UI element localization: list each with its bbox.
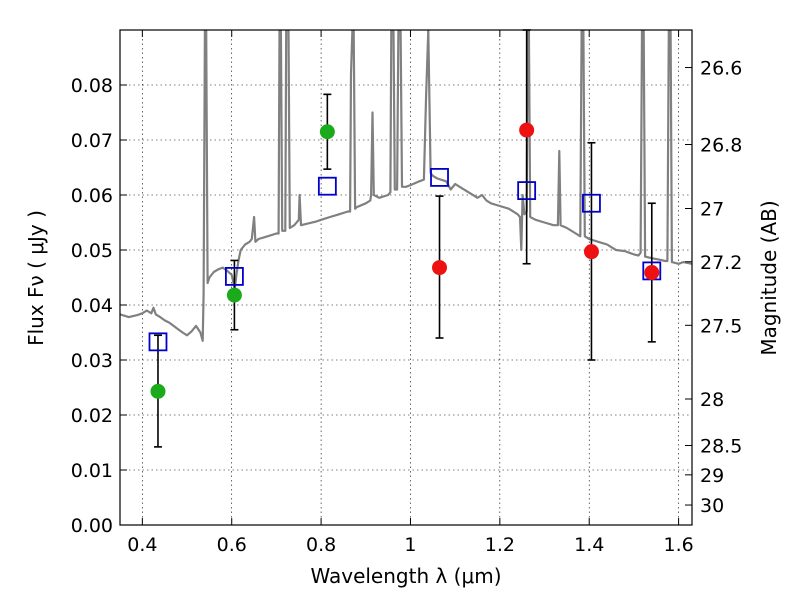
template-spectrum — [120, 30, 692, 342]
data-point — [432, 260, 448, 276]
y-tick-label: 0.07 — [71, 130, 113, 152]
y2-axis: 26.6 26.8 27 27.2 27.5 28 28.5 29 30 — [685, 58, 742, 517]
y2-tick-label: 28.5 — [700, 436, 742, 458]
y2-tick-label: 26.8 — [700, 134, 742, 156]
data-point — [644, 265, 660, 281]
x-axis-title: Wavelength λ (μm) — [310, 564, 501, 588]
template-line — [120, 30, 692, 342]
data-point — [319, 124, 335, 140]
y2-tick-label: 30 — [700, 495, 724, 517]
data-markers — [148, 122, 662, 399]
y2-tick-label: 27 — [700, 199, 724, 221]
y2-tick-label: 29 — [700, 465, 724, 487]
model-point — [224, 266, 244, 286]
y-tick-label: 0.04 — [71, 295, 113, 317]
data-point — [583, 244, 599, 260]
model-point — [582, 193, 601, 213]
y2-tick-label: 26.6 — [700, 58, 742, 80]
x-tick-label: 0.6 — [217, 534, 247, 556]
y-axis: 0.00 0.01 0.02 0.03 0.04 0.05 0.06 0.07 0.08 — [71, 75, 127, 537]
plot-frame — [119, 29, 693, 526]
y-tick-label: 0.00 — [71, 515, 113, 537]
y2-tick-label: 28 — [700, 389, 724, 411]
y-tick-label: 0.02 — [71, 405, 113, 427]
data-point — [150, 383, 166, 399]
model-point — [317, 176, 337, 196]
model-point — [148, 332, 168, 352]
x-axis: 0.4 0.6 0.8 1 1.2 1.4 1.6 — [127, 30, 694, 556]
model-point — [430, 167, 449, 187]
y2-tick-label: 27.2 — [700, 252, 742, 274]
x-tick-label: 1.6 — [663, 534, 693, 556]
y2-axis-title: Magnitude (AB) — [757, 200, 781, 355]
x-tick-label: 1.2 — [485, 534, 515, 556]
y-tick-label: 0.03 — [71, 350, 113, 372]
y-tick-label: 0.08 — [71, 75, 113, 97]
grid — [120, 30, 692, 526]
y-tick-label: 0.01 — [71, 460, 113, 482]
data-point — [226, 287, 242, 303]
x-tick-label: 1.4 — [574, 534, 604, 556]
y-tick-label: 0.06 — [71, 185, 113, 207]
model-point — [517, 181, 537, 201]
plot-background — [120, 30, 692, 525]
y-tick-label: 0.05 — [71, 240, 113, 262]
x-tick-label: 0.4 — [127, 534, 157, 556]
data-point — [519, 122, 535, 138]
y2-tick-label: 27.5 — [700, 315, 742, 337]
x-tick-label: 1 — [404, 534, 416, 556]
x-tick-label: 0.8 — [306, 534, 336, 556]
y-axis-title: Flux Fν ( μJy ) — [24, 210, 48, 346]
